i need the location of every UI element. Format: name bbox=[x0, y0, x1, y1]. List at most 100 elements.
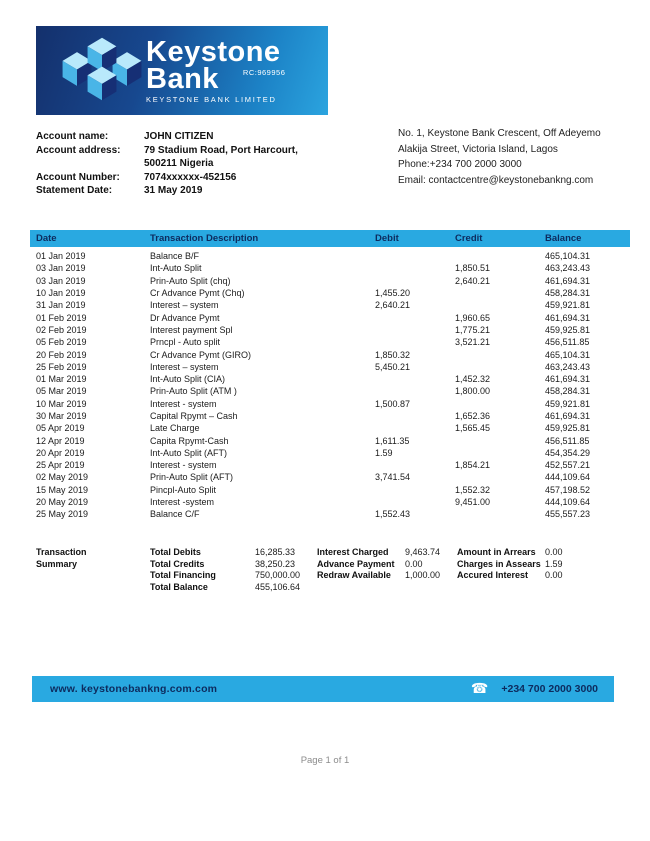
summary-value-1: 455,106.64 bbox=[255, 581, 301, 592]
cell-description: Interest -system bbox=[150, 497, 215, 508]
cell-date: 25 May 2019 bbox=[36, 509, 89, 520]
summary-value-1: 750,000.00 bbox=[255, 570, 301, 581]
cell-description: Prin-Auto Split (chq) bbox=[150, 275, 231, 286]
cell-balance: 463,243.43 bbox=[545, 361, 591, 372]
summary-value-2: 9,463.74 bbox=[405, 547, 441, 557]
bank-logo-text: Keystone Bank RC:969956 KEYSTONE BANK LI… bbox=[146, 38, 285, 105]
account-address-line2: 500211 Nigeria bbox=[144, 158, 214, 169]
cell-description: Prin-Auto Split (AFT) bbox=[150, 472, 234, 483]
cell-date: 20 May 2019 bbox=[36, 497, 89, 508]
cell-debit: 1,455.20 bbox=[375, 288, 411, 299]
bank-logo-banner: Keystone Bank RC:969956 KEYSTONE BANK LI… bbox=[36, 26, 328, 115]
summary-section-label: Summary bbox=[36, 558, 78, 569]
account-number-label: Account Number: bbox=[36, 171, 120, 183]
table-row: 12 Apr 2019 Capita Rpymt-Cash 1,611.35 4… bbox=[30, 434, 630, 446]
cell-balance: 458,284.31 bbox=[545, 386, 591, 397]
summary-row: Transaction Total Debits 16,285.33 Inter… bbox=[36, 547, 628, 559]
cell-date: 31 Jan 2019 bbox=[36, 300, 86, 311]
summary-label-1: Total Credits bbox=[150, 558, 205, 569]
cell-balance: 452,557.21 bbox=[545, 460, 591, 471]
table-row: 20 May 2019 Interest -system 9,451.00 44… bbox=[30, 496, 630, 508]
table-body: 01 Jan 2019 Balance B/F 465,104.31 03 Ja… bbox=[30, 250, 630, 521]
summary-value-1: 38,250.23 bbox=[255, 558, 296, 569]
cell-date: 02 May 2019 bbox=[36, 472, 89, 483]
cell-debit: 1,611.35 bbox=[375, 435, 410, 446]
table-row: 15 May 2019 Pincpl-Auto Split 1,552.32 4… bbox=[30, 484, 630, 496]
transaction-summary: Transaction Total Debits 16,285.33 Inter… bbox=[36, 547, 628, 593]
cell-date: 01 Jan 2019 bbox=[36, 251, 86, 262]
summary-label-2: Interest Charged bbox=[317, 547, 389, 557]
summary-label-2 bbox=[317, 582, 405, 594]
footer-bar: www. keystonebankng.com.com ☎ +234 700 2… bbox=[32, 676, 614, 702]
summary-label-1: Total Debits bbox=[150, 547, 201, 557]
cell-credit: 1,775.21 bbox=[455, 324, 491, 335]
summary-value-3: 0.00 bbox=[545, 570, 563, 581]
table-row: 02 May 2019 Prin-Auto Split (AFT) 3,741.… bbox=[30, 471, 630, 483]
cell-description: Balance C/F bbox=[150, 509, 200, 520]
cell-description: Interest - system bbox=[150, 398, 217, 409]
account-details: Account name: JOHN CITIZEN Account addre… bbox=[36, 130, 366, 198]
account-name-label: Account name: bbox=[36, 131, 109, 142]
cell-balance: 456,511.85 bbox=[545, 337, 590, 348]
cell-description: Int-Auto Split (AFT) bbox=[150, 447, 228, 458]
cell-credit: 1,652.36 bbox=[455, 411, 491, 421]
cell-date: 15 May 2019 bbox=[36, 484, 89, 495]
cell-date: 05 Mar 2019 bbox=[36, 386, 87, 397]
cell-debit: 1,552.43 bbox=[375, 509, 411, 520]
table-row: 31 Jan 2019 Interest – system 2,640.21 4… bbox=[30, 299, 630, 311]
keystone-cubes-icon bbox=[62, 37, 142, 101]
table-row: 25 Feb 2019 Interest – system 5,450.21 4… bbox=[30, 361, 630, 373]
table-row: 01 Jan 2019 Balance B/F 465,104.31 bbox=[30, 250, 630, 262]
cell-balance: 454,354.29 bbox=[545, 447, 591, 458]
table-row: 25 May 2019 Balance C/F 1,552.43 455,557… bbox=[30, 508, 630, 520]
column-header-balance: Balance bbox=[545, 233, 582, 244]
cell-description: Late Charge bbox=[150, 423, 200, 434]
cell-balance: 461,694.31 bbox=[545, 374, 591, 385]
table-row: 25 Apr 2019 Interest - system 1,854.21 4… bbox=[30, 459, 630, 471]
bank-phone-line: Phone:+234 700 2000 3000 bbox=[398, 159, 522, 170]
summary-value-3 bbox=[545, 582, 628, 594]
cell-balance: 455,557.23 bbox=[545, 509, 591, 520]
summary-row: Total Financing 750,000.00 Redraw Availa… bbox=[36, 570, 628, 582]
statement-date-label: Statement Date: bbox=[36, 185, 113, 196]
column-header-description: Transaction Description bbox=[150, 233, 259, 244]
cell-debit: 1,500.87 bbox=[375, 398, 411, 409]
account-name-value: JOHN CITIZEN bbox=[144, 131, 214, 142]
table-row: 05 Apr 2019 Late Charge 1,565.45 459,925… bbox=[30, 422, 630, 434]
summary-value-3: 0.00 bbox=[545, 547, 563, 557]
cell-date: 10 Mar 2019 bbox=[36, 398, 87, 409]
cell-credit: 3,521.21 bbox=[455, 337, 491, 348]
table-row: 01 Feb 2019 Dr Advance Pymt 1,960.65 461… bbox=[30, 311, 630, 323]
table-row: 20 Feb 2019 Cr Advance Pymt (GIRO) 1,850… bbox=[30, 348, 630, 360]
bank-contact-block: No. 1, Keystone Bank Crescent, Off Adeye… bbox=[398, 126, 638, 188]
bank-legal-name: KEYSTONE BANK LIMITED bbox=[146, 95, 277, 104]
table-row: 10 Mar 2019 Interest - system 1,500.87 4… bbox=[30, 398, 630, 410]
account-address-label: Account address: bbox=[36, 144, 121, 156]
cell-description: Int-Auto Split (CIA) bbox=[150, 374, 226, 385]
table-row: 10 Jan 2019 Cr Advance Pymt (Chq) 1,455.… bbox=[30, 287, 630, 299]
account-number-value: 7074xxxxxx-452156 bbox=[144, 171, 237, 183]
page-indicator: Page 1 of 1 bbox=[300, 755, 350, 766]
summary-label-1: Total Balance bbox=[150, 581, 208, 592]
cell-debit: 2,640.21 bbox=[375, 300, 411, 311]
cell-credit: 1,960.65 bbox=[455, 312, 491, 323]
cell-date: 25 Feb 2019 bbox=[36, 361, 87, 372]
cell-description: Prin-Auto Split (ATM ) bbox=[150, 386, 237, 397]
cell-date: 02 Feb 2019 bbox=[36, 324, 87, 335]
cell-balance: 461,694.31 bbox=[545, 275, 591, 286]
cell-date: 01 Mar 2019 bbox=[36, 374, 87, 385]
cell-description: Pincpl-Auto Split bbox=[150, 484, 217, 495]
table-header: Date Transaction Description Debit Credi… bbox=[30, 230, 630, 247]
cell-date: 03 Jan 2019 bbox=[36, 263, 86, 274]
summary-value-2: 0.00 bbox=[405, 558, 423, 569]
summary-value-2: 1,000.00 bbox=[405, 570, 441, 581]
summary-label-3: Accured Interest bbox=[457, 570, 529, 581]
brand-name-line2: Bank bbox=[146, 63, 219, 95]
cell-debit: 5,450.21 bbox=[375, 361, 411, 372]
cell-balance: 461,694.31 bbox=[545, 411, 591, 421]
footer-phone-group: ☎ +234 700 2000 3000 bbox=[471, 682, 598, 696]
cell-description: Capital Rpymt – Cash bbox=[150, 411, 238, 421]
cell-description: Interest – system bbox=[150, 300, 219, 311]
summary-label-1: Total Financing bbox=[150, 570, 216, 581]
